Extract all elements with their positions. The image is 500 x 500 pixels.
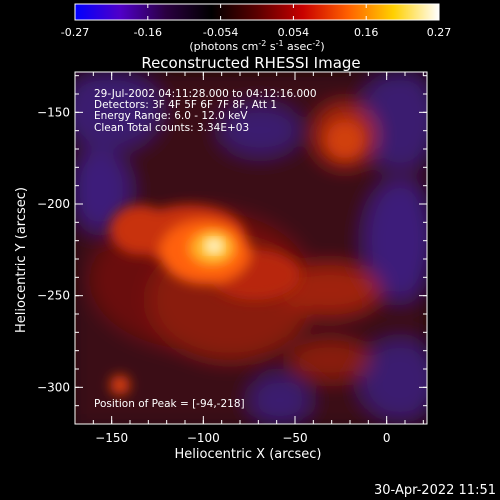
solar-image	[75, 72, 427, 424]
colorbar-tick-label: -0.16	[134, 26, 162, 39]
timestamp: 30-Apr-2022 11:51	[374, 483, 496, 498]
colorbar-tick-label: -0.054	[203, 26, 238, 39]
y-tick-label: −150	[37, 105, 70, 119]
x-tick-label: −100	[187, 431, 220, 445]
colorbar-tick-label: 0.054	[278, 26, 310, 39]
x-tick-label: −50	[282, 431, 307, 445]
colorbar-tick-label: -0.27	[61, 26, 89, 39]
y-tick-label: −200	[37, 197, 70, 211]
colorbar-tick-label: 0.27	[427, 26, 452, 39]
info-detectors: Detectors: 3F 4F 5F 6F 7F 8F, Att 1	[94, 99, 277, 111]
x-axis-ticks: −150 −100 −50 0	[92, 72, 424, 445]
y-axis-ticks: −150 −200 −250 −300	[37, 75, 427, 407]
x-axis-label: Heliocentric X (arcsec)	[175, 447, 322, 462]
colorbar-units: (photons cm-2 s-1 asec-2)	[189, 39, 324, 53]
y-tick-label: −250	[37, 289, 70, 303]
peak-position-label: Position of Peak = [-94,-218]	[94, 398, 245, 410]
observation-info: 29-Jul-2002 04:11:28.000 to 04:12:16.000…	[94, 88, 317, 134]
info-energy-range: Energy Range: 6.0 - 12.0 keV	[94, 110, 248, 122]
y-tick-label: −300	[37, 380, 70, 394]
x-tick-label: 0	[383, 431, 391, 445]
info-time-range: 29-Jul-2002 04:11:28.000 to 04:12:16.000	[94, 88, 317, 100]
colorbar-tick-label: 0.16	[354, 26, 379, 39]
x-tick-label: −150	[95, 431, 128, 445]
colorbar-ticks: -0.27 -0.16 -0.054 0.054 0.16 0.27	[61, 4, 451, 39]
colorbar	[74, 3, 440, 21]
y-axis-label: Heliocentric Y (arcsec)	[14, 187, 29, 333]
plot-title: Reconstructed RHESSI Image	[141, 54, 360, 72]
plot-frame	[74, 71, 428, 425]
info-counts: Clean Total counts: 3.34E+03	[94, 122, 249, 134]
